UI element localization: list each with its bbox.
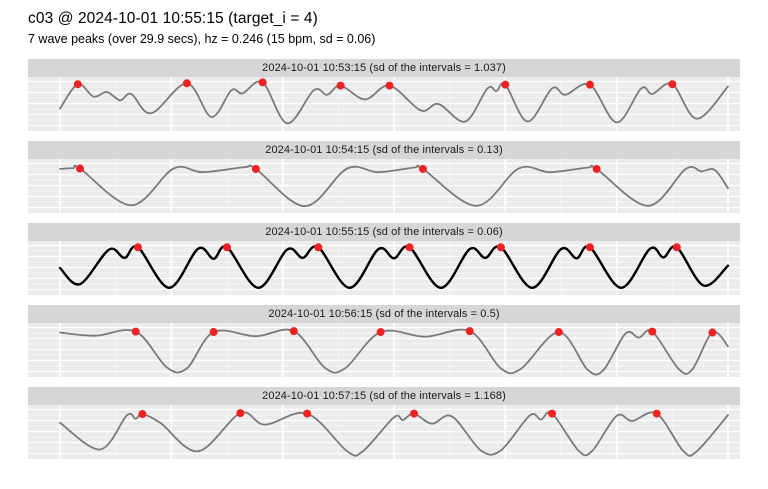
- peak-marker: [385, 81, 394, 90]
- peak-marker: [585, 80, 594, 89]
- peak-marker: [376, 328, 385, 337]
- wave-panel: [28, 405, 740, 459]
- facet-panel: 2024-10-01 10:57:15 (sd of the intervals…: [28, 387, 740, 459]
- peak-marker: [133, 243, 142, 252]
- facet-panel: 2024-10-01 10:53:15 (sd of the intervals…: [28, 59, 740, 131]
- peak-marker: [554, 328, 563, 337]
- peak-marker: [223, 243, 231, 252]
- peak-marker: [73, 80, 82, 89]
- wave-panel: [28, 323, 740, 377]
- facet-panel: 2024-10-01 10:54:15 (sd of the intervals…: [28, 141, 740, 213]
- peak-marker: [251, 164, 260, 173]
- facet-strip-label: 2024-10-01 10:54:15 (sd of the intervals…: [28, 141, 740, 159]
- peak-marker: [410, 409, 419, 418]
- peak-marker: [672, 243, 681, 252]
- wave-panel: [28, 77, 740, 131]
- wave-panel: [28, 159, 740, 213]
- plot-header: c03 @ 2024-10-01 10:55:15 (target_i = 4)…: [28, 9, 740, 47]
- peak-marker: [303, 409, 312, 418]
- facet-strip-label: 2024-10-01 10:57:15 (sd of the intervals…: [28, 387, 740, 405]
- peak-marker: [708, 328, 717, 337]
- peak-marker: [548, 409, 557, 418]
- peak-marker: [138, 410, 147, 419]
- peak-marker: [314, 243, 323, 252]
- facet-panel: 2024-10-01 10:55:15 (sd of the intervals…: [28, 223, 740, 295]
- wave-line: [59, 411, 729, 457]
- peak-marker: [209, 328, 218, 337]
- facet-strip-label: 2024-10-01 10:55:15 (sd of the intervals…: [28, 223, 740, 241]
- peak-marker: [496, 243, 505, 252]
- peak-marker: [131, 327, 140, 336]
- facet-panel: 2024-10-01 10:56:15 (sd of the intervals…: [28, 305, 740, 377]
- gridlines: [28, 159, 740, 213]
- plot-title: c03 @ 2024-10-01 10:55:15 (target_i = 4): [28, 10, 318, 27]
- wave-line: [59, 164, 729, 208]
- peak-marker: [336, 81, 345, 90]
- peak-marker: [405, 243, 414, 252]
- peak-marker: [465, 327, 474, 336]
- wave-panel: [28, 241, 740, 295]
- peak-marker: [668, 80, 677, 89]
- peak-marker: [289, 327, 298, 336]
- peak-marker: [258, 78, 267, 87]
- peak-marker: [76, 164, 85, 173]
- plot-subtitle: 7 wave peaks (over 29.9 secs), hz = 0.24…: [28, 32, 376, 46]
- gridlines: [28, 241, 740, 295]
- peak-marker: [585, 243, 594, 252]
- facet-strip-label: 2024-10-01 10:53:15 (sd of the intervals…: [28, 59, 740, 77]
- facet-list: 2024-10-01 10:53:15 (sd of the intervals…: [28, 59, 740, 459]
- wave-line: [59, 80, 729, 125]
- peak-marker: [182, 79, 191, 88]
- peak-marker: [501, 80, 510, 89]
- facet-strip-label: 2024-10-01 10:56:15 (sd of the intervals…: [28, 305, 740, 323]
- peak-marker: [418, 164, 427, 173]
- peak-marker: [236, 409, 245, 418]
- wave-line: [58, 245, 730, 290]
- peak-marker: [592, 164, 601, 173]
- peak-marker: [648, 327, 657, 336]
- peak-marker: [652, 409, 661, 418]
